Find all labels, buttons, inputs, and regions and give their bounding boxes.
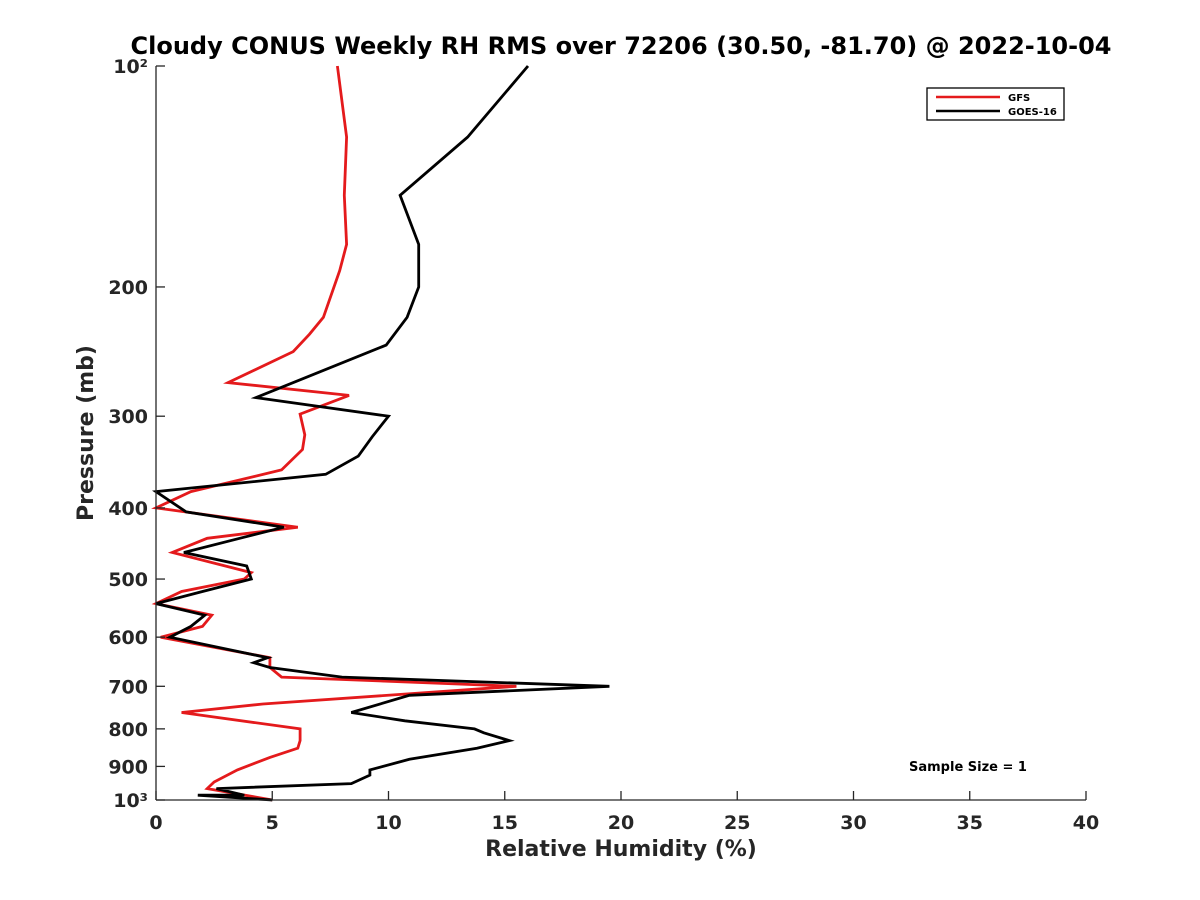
y-tick-label: 300	[108, 406, 148, 428]
series-layer	[151, 65, 610, 802]
legend: GFS GOES-16	[926, 87, 1065, 121]
y-tick-label: 700	[108, 676, 148, 698]
x-tick-label: 0	[149, 812, 162, 834]
x-ticks: 0 5 10 15 20 25 30 35 40	[149, 791, 1099, 834]
y-tick-label: 500	[108, 569, 148, 591]
y-tick-label: 200	[108, 277, 148, 299]
y-ticks: 10² 200 300 400 500 600 700 800 900 10³	[108, 56, 165, 812]
x-tick-label: 40	[1073, 812, 1099, 834]
legend-label-goes16: GOES-16	[1008, 107, 1057, 118]
series-line-gfs	[151, 65, 517, 802]
x-tick-label: 20	[608, 812, 634, 834]
legend-box	[926, 87, 1065, 121]
series-line-goes16	[152, 65, 610, 802]
x-tick-label: 15	[492, 812, 518, 834]
legend-label-gfs: GFS	[1008, 93, 1030, 104]
x-tick-label: 35	[957, 812, 983, 834]
y-tick-label: 400	[108, 498, 148, 520]
y-tick-label: 800	[108, 719, 148, 741]
x-tick-label: 30	[840, 812, 866, 834]
y-tick-label: 600	[108, 627, 148, 649]
x-axis-label: Relative Humidity (%)	[485, 837, 757, 862]
y-tick-label: 10³	[113, 790, 148, 812]
x-tick-label: 5	[266, 812, 279, 834]
y-axis-label: Pressure (mb)	[74, 345, 99, 521]
y-tick-label: 900	[108, 756, 148, 778]
plot-area: 0 5 10 15 20 25 30 35 40 10² 200 300 400 500 600 700 80…	[108, 56, 1099, 834]
chart-title: Cloudy CONUS Weekly RH RMS over 72206 (3…	[131, 32, 1112, 60]
x-tick-label: 25	[724, 812, 750, 834]
x-tick-label: 10	[375, 812, 401, 834]
sample-size-annotation: Sample Size = 1	[909, 760, 1027, 775]
y-tick-label: 10²	[113, 56, 148, 78]
